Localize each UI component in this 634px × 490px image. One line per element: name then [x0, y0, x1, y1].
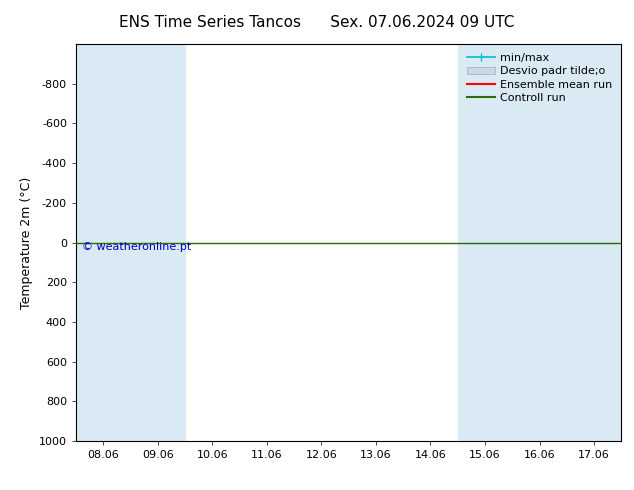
Text: © weatheronline.pt: © weatheronline.pt	[82, 242, 191, 252]
Bar	[76, 44, 131, 441]
Text: ENS Time Series Tancos      Sex. 07.06.2024 09 UTC: ENS Time Series Tancos Sex. 07.06.2024 0…	[119, 15, 515, 30]
Bar	[131, 44, 185, 441]
Bar	[567, 44, 621, 441]
Bar	[512, 44, 567, 441]
Bar	[458, 44, 512, 441]
Y-axis label: Temperature 2m (°C): Temperature 2m (°C)	[20, 176, 34, 309]
Legend: min/max, Desvio padr tilde;o, Ensemble mean run, Controll run: min/max, Desvio padr tilde;o, Ensemble m…	[463, 49, 616, 106]
